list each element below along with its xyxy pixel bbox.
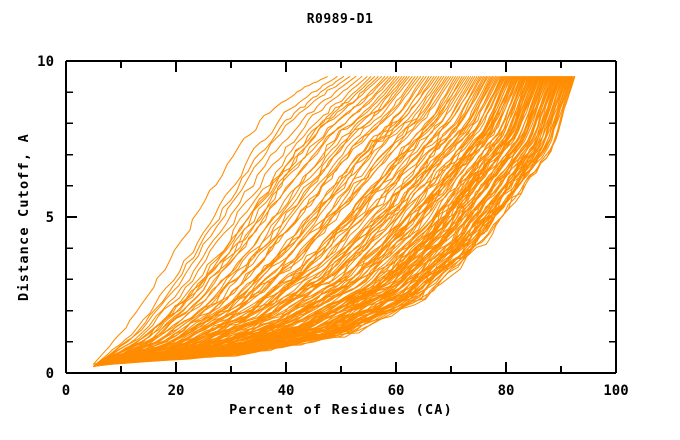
x-tick-label-20: 20 [168,383,185,399]
data-curve [95,76,379,366]
data-curve [95,76,489,366]
data-curve [94,76,338,365]
data-curve [94,76,357,366]
data-curve [94,76,416,365]
y-axis-ticks [66,60,616,374]
data-curve [93,76,480,367]
data-curve [95,76,376,366]
data-curve [96,76,518,365]
y-axis-tick-labels: 0 5 10 [37,54,54,382]
data-curve [95,76,400,366]
x-tick-label-60: 60 [388,383,405,399]
data-curve [93,76,442,367]
data-curve [95,76,573,366]
data-curve [93,76,437,368]
data-curve [96,76,505,365]
data-curve [97,76,368,364]
data-curve [96,76,363,365]
y-axis-title: Distance Cutoff, A [16,133,32,301]
data-curve [97,76,465,364]
data-curve [93,76,351,367]
x-tick-label-100: 100 [603,383,628,399]
data-curve [96,76,459,365]
data-curve [93,76,440,368]
page-title: R0989-D1 [306,12,374,27]
data-curve [95,76,472,366]
data-curve [95,76,558,366]
data-curve [95,76,574,366]
data-curve [97,76,392,364]
data-curve [96,76,517,365]
data-curve [95,76,345,366]
data-curve [98,76,389,363]
x-tick-label-80: 80 [498,383,515,399]
data-curve [92,76,328,365]
data-curve [97,76,565,364]
x-axis-tick-labels: 0 20 40 60 80 100 [62,383,629,399]
data-curve [96,76,541,365]
data-curve [94,76,478,367]
data-curve [94,76,410,365]
x-axis-title: Percent of Residues (CA) [229,402,453,418]
x-tick-label-0: 0 [62,383,70,399]
data-curve [94,76,554,366]
data-curve [95,76,488,366]
y-tick-label-0: 0 [46,366,54,382]
data-curve [96,76,467,365]
data-curve [96,76,383,365]
data-curve [93,76,481,367]
data-curve [97,76,500,364]
data-curve [95,76,560,365]
data-curve [97,76,395,365]
data-curve [94,76,413,365]
y-tick-label-5: 5 [46,210,54,226]
data-curve [95,76,454,365]
data-curve [93,76,550,367]
data-curve [94,76,576,367]
y-tick-label-10: 10 [37,54,54,70]
curve-group [92,76,576,368]
data-curve [95,76,422,365]
data-curve [95,76,419,365]
data-curve [94,76,523,367]
data-curve [97,76,501,364]
data-curve [95,76,403,366]
x-tick-label-40: 40 [278,383,295,399]
x-axis-ticks [65,61,617,373]
data-curve [94,76,408,366]
